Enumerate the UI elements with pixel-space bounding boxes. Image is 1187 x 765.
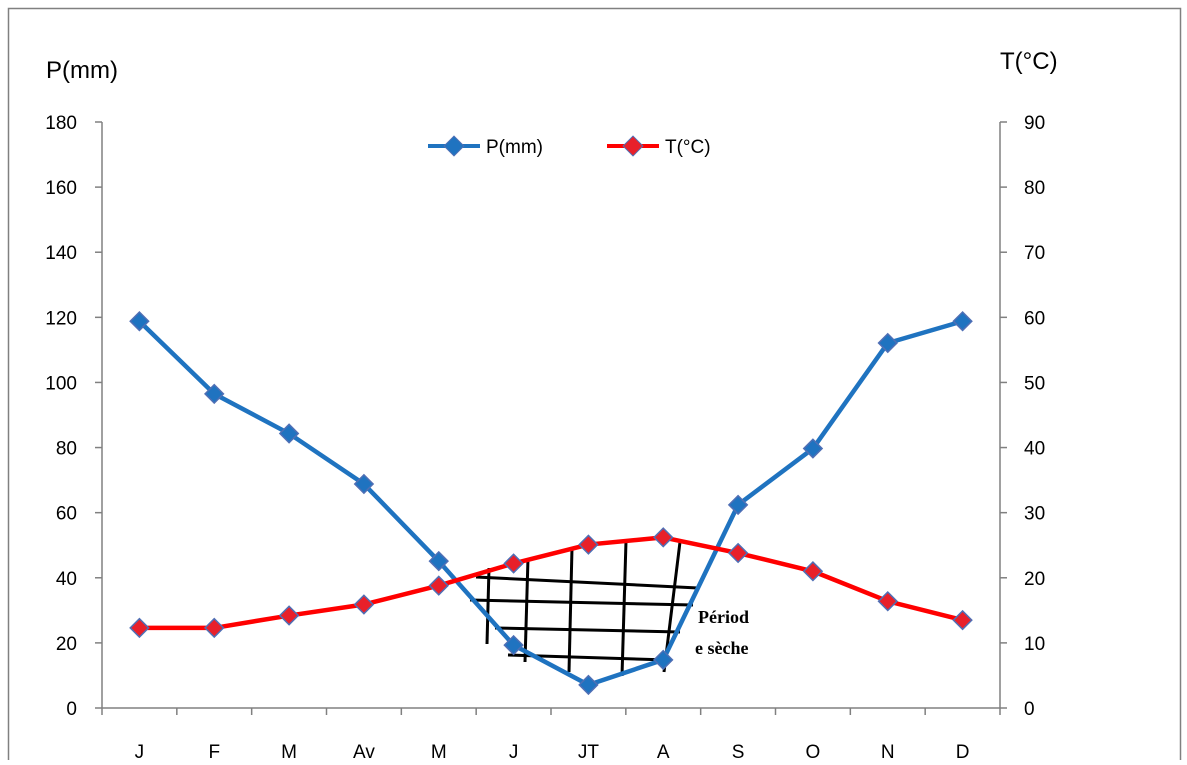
legend-marker-precipitation: [443, 135, 465, 157]
precipitation-point: [802, 438, 824, 459]
right-tick-label: 30: [1024, 504, 1045, 525]
precipitation-point: [952, 310, 973, 332]
precipitation-point: [877, 332, 899, 354]
temperature-point: [652, 527, 674, 548]
temperature-point: [727, 542, 749, 564]
hatch-line-horizontal: [469, 598, 694, 607]
legend-marker-temperature: [622, 135, 644, 157]
left-tick-label: 100: [45, 373, 77, 394]
precipitation-point: [727, 494, 749, 516]
precipitation-point: [428, 550, 450, 572]
x-tick-label: A: [657, 742, 670, 760]
temperature-point: [428, 575, 450, 596]
x-tick-label: J: [135, 742, 145, 760]
left-tick-label: 0: [66, 699, 77, 720]
hatch-line-vertical: [523, 557, 530, 663]
precipitation-point: [652, 649, 674, 671]
right-tick-label: 20: [1024, 569, 1045, 590]
left-tick-label: 40: [56, 569, 77, 590]
x-tick-label: S: [732, 742, 745, 760]
dry-period-label-line1: Périod: [698, 607, 749, 627]
x-tick-label: Av: [353, 742, 375, 760]
precipitation-line: [137, 319, 964, 688]
temperature-point: [503, 553, 524, 574]
hatch-line-horizontal: [475, 575, 699, 590]
x-tick-label: JT: [578, 742, 600, 760]
left-tick-label: 120: [45, 308, 77, 329]
x-tick-label: F: [208, 742, 220, 760]
temperature-point: [278, 605, 300, 626]
left-tick-label: 60: [56, 504, 77, 525]
temperature-point: [877, 590, 899, 612]
right-tick-label: 70: [1024, 243, 1045, 264]
x-tick-label: O: [806, 742, 821, 760]
x-tick-label: N: [881, 742, 895, 760]
temperature-point: [952, 609, 973, 631]
temperature-point: [578, 534, 599, 555]
right-tick-label: 90: [1024, 113, 1045, 134]
right-tick-label: 10: [1024, 634, 1045, 655]
precipitation-point: [503, 634, 524, 656]
precipitation-point: [278, 423, 300, 444]
hatch-line-vertical: [485, 567, 491, 645]
legend-label-precipitation: P(mm): [486, 137, 543, 158]
dry-period-label-line2: e sèche: [695, 638, 748, 658]
right-axis-title: T(°C): [1000, 48, 1058, 75]
left-tick-label: 80: [56, 439, 77, 460]
dry-period-hatching: [469, 540, 699, 677]
x-tick-label: M: [281, 742, 297, 760]
temperature-line: [139, 535, 964, 631]
right-tick-label: 40: [1024, 439, 1045, 460]
right-tick-label: 50: [1024, 373, 1045, 394]
hatch-line-vertical: [620, 540, 628, 677]
temperature-point: [203, 617, 225, 639]
precipitation-point: [129, 310, 150, 332]
temperature-point: [802, 561, 824, 582]
precipitation-point: [353, 473, 375, 495]
series-layer: [129, 310, 973, 696]
legend-label-temperature: T(°C): [665, 137, 711, 158]
x-tick-label: J: [509, 742, 519, 760]
temperature-point: [353, 594, 375, 615]
left-tick-label: 140: [45, 243, 77, 264]
left-axis-title: P(mm): [46, 57, 118, 84]
x-tick-label: M: [431, 742, 447, 760]
right-tick-label: 80: [1024, 178, 1045, 199]
legend: P(mm) T(°C): [428, 135, 711, 158]
hatch-line-vertical: [567, 547, 574, 673]
left-tick-label: 160: [45, 178, 77, 199]
precipitation-point: [203, 383, 225, 405]
temperature-point: [129, 617, 150, 639]
axes: 0 20 40 60 80 100 120 140 160 180 0 10 20 30 40 50 60 70 8…: [45, 113, 1045, 763]
right-tick-label: 0: [1024, 699, 1035, 720]
chart-border: [7, 7, 1182, 765]
right-tick-label: 60: [1024, 308, 1045, 329]
x-tick-label: D: [956, 742, 970, 760]
left-tick-label: 20: [56, 634, 77, 655]
precipitation-point: [578, 674, 599, 696]
left-tick-label: 180: [45, 113, 77, 134]
